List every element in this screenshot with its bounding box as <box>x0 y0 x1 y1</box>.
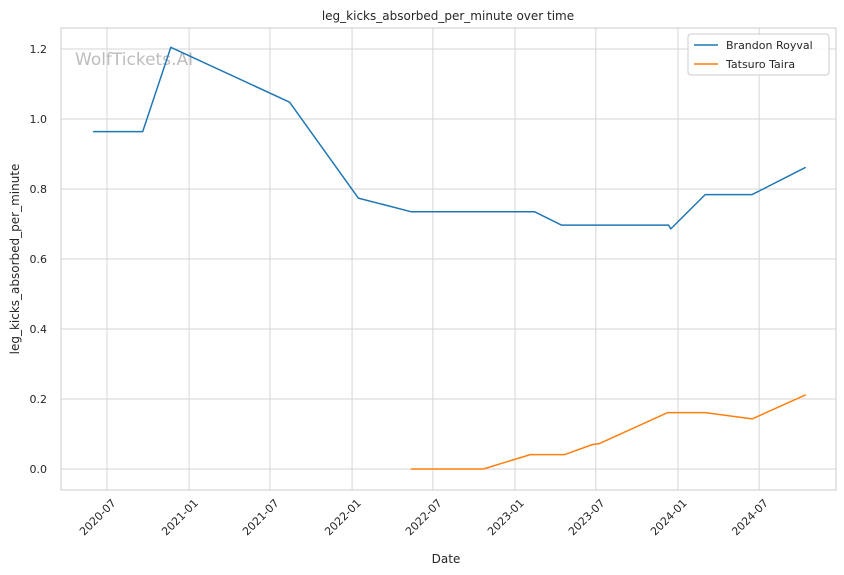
legend-label-1: Brandon Royval <box>726 39 813 52</box>
y-tick-label: 1.2 <box>30 43 48 56</box>
y-tick-label: 0.2 <box>30 393 48 406</box>
grid <box>61 28 836 490</box>
watermark: WolfTickets.AI <box>75 50 193 70</box>
y-axis-label: leg_kicks_absorbed_per_minute <box>8 164 22 355</box>
y-axis-ticks: 0.0 0.2 0.4 0.6 0.8 1.0 1.2 <box>30 43 48 476</box>
legend-label-2: Tatsuro Taira <box>725 58 795 71</box>
y-tick-label: 0.4 <box>30 323 48 336</box>
series-line-2 <box>410 394 806 470</box>
y-tick-label: 0.8 <box>30 183 48 196</box>
y-tick-label: 0.0 <box>30 463 48 476</box>
series-line-1 <box>92 46 806 230</box>
y-tick-label: 0.6 <box>30 253 48 266</box>
legend-box <box>687 33 830 76</box>
y-tick-label: 1.0 <box>30 113 48 126</box>
x-axis-label: Date <box>432 552 461 566</box>
legend: Brandon Royval Tatsuro Taira <box>687 33 830 76</box>
series-group <box>92 46 806 470</box>
plot-frame <box>60 27 837 491</box>
chart-title: leg_kicks_absorbed_per_minute over time <box>322 9 574 23</box>
